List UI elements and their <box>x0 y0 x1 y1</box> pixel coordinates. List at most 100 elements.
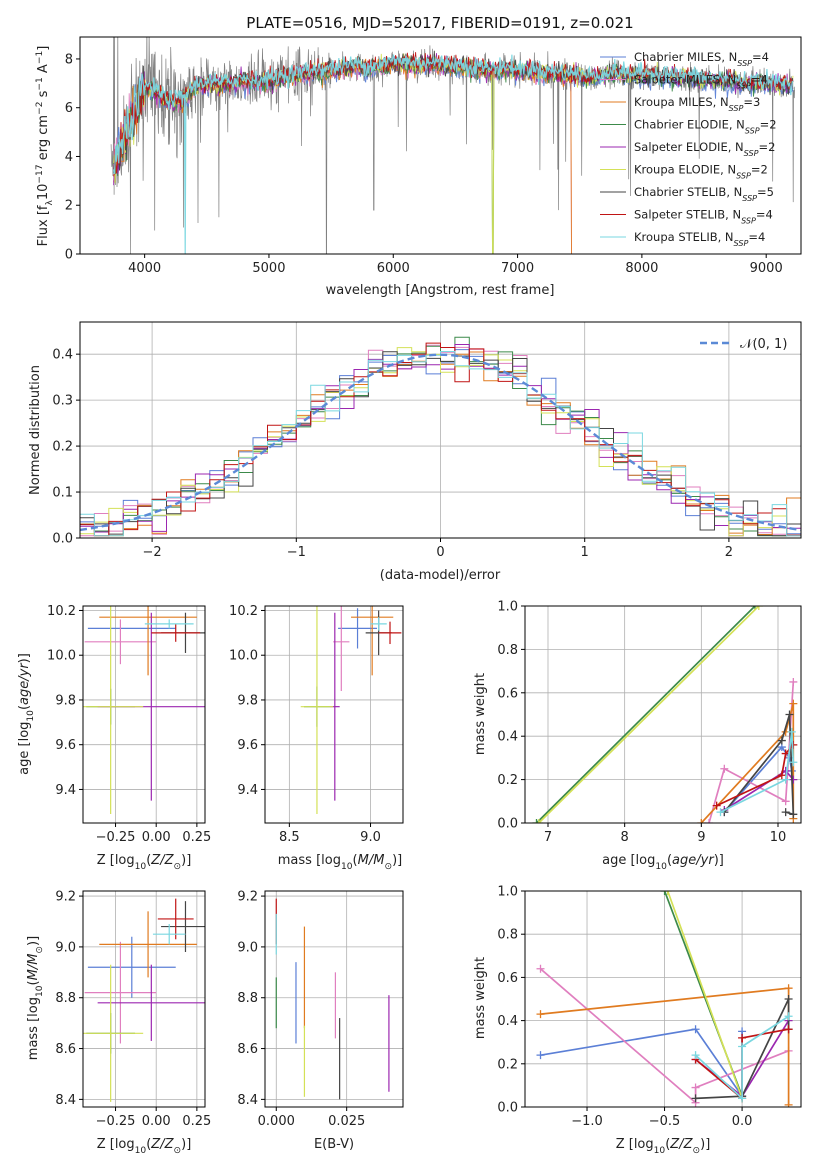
spectrum-axes: 4000 5000 6000 7000 8000 9000 0 2 4 6 8 Chabrier MI… <box>65 36 802 276</box>
x-tick-label: 6000 <box>377 261 410 276</box>
legend-entry-7: Salpeter STELIB, NSSP=4 <box>634 208 773 226</box>
histogram-axes: −2 −1 0 1 2 0.0 0.1 0.2 0.3 0.4 𝒩(0, 1) <box>52 321 802 560</box>
y-tick-label: 8.6 <box>237 1042 258 1057</box>
mass-z-axes: −0.25 0.00 0.25 8.4 8.6 8.8 9.0 9.2 <box>55 890 211 1129</box>
weight-z-line-0 <box>540 1028 743 1099</box>
weight-age-marker-6-4 <box>781 808 790 817</box>
legend-entry-4: Salpeter ELODIE, NSSP=2 <box>634 140 775 158</box>
x-tick-label: 0.25 <box>182 1114 211 1129</box>
y-tick-label: 8.8 <box>237 991 258 1006</box>
legend-entry-1: Salpeter MILES, NSSP=4 <box>634 73 768 91</box>
y-tick-label: 4 <box>65 150 73 165</box>
x-tick-label: 0.00 <box>142 1114 171 1129</box>
y-tick-label: 9.0 <box>55 940 76 955</box>
weight-z-marker-1-0 <box>536 964 545 973</box>
weight-z-line-5 <box>666 891 743 1099</box>
y-tick-label: 0.1 <box>52 486 73 501</box>
y-axis-label: age [log10(age/yr)] <box>17 653 36 775</box>
weight-z-marker-0-0 <box>536 1051 545 1060</box>
x-axis-label: (data-model)/error <box>380 568 501 583</box>
weight-age-axes-frame <box>524 605 802 824</box>
weight-age-marker-1-3 <box>789 677 798 686</box>
weight-age-marker-4-2 <box>789 775 798 784</box>
y-tick-label: 10.0 <box>229 649 258 664</box>
y-tick-label: 8.4 <box>55 1093 76 1108</box>
spectrum-axes-frame <box>79 36 802 255</box>
age-z-axes: −0.25 0.00 0.25 9.4 9.6 9.8 10.0 10.2 <box>47 604 211 845</box>
weight-age-axes: 7 8 9 10 0.0 0.2 0.4 0.6 0.8 1.0 <box>497 600 802 845</box>
x-tick-label: 9 <box>697 830 705 845</box>
x-tick-label: 0.025 <box>328 1114 365 1129</box>
weight-z-marker-8-3 <box>784 1012 793 1021</box>
spectrum-axes-plot <box>110 37 796 254</box>
age-mass-axes-plot <box>300 606 402 815</box>
x-tick-label: 9000 <box>750 261 783 276</box>
age-z-axes-grid <box>83 606 205 823</box>
y-tick-label: 10.2 <box>47 604 76 619</box>
weight-age-marker-8-0 <box>716 808 725 817</box>
weight-age-marker-1-1 <box>720 764 729 773</box>
x-tick-label: −0.25 <box>96 830 136 845</box>
x-tick-label: 7 <box>544 830 552 845</box>
x-tick-label: 0 <box>436 545 444 560</box>
x-tick-label: −1.0 <box>571 1114 603 1129</box>
weight-age-line-1 <box>708 681 795 823</box>
weight-age-marker-8-2 <box>787 727 796 736</box>
y-tick-label: 0.8 <box>497 928 518 943</box>
weight-z-axes: −1.0 −0.5 0.0 0.0 0.2 0.4 0.6 0.8 1.0 <box>497 885 802 1129</box>
y-tick-label: 0.4 <box>52 348 73 363</box>
y-tick-label: 10.0 <box>47 649 76 664</box>
legend-entry-5: Kroupa ELODIE, NSSP=2 <box>634 163 768 181</box>
y-axis-label: mass [log10(M/M⊙)] <box>26 936 45 1060</box>
x-tick-label: 7000 <box>501 261 534 276</box>
weight-age-marker-2-2 <box>789 699 798 708</box>
chart-title: PLATE=0516, MJD=52017, FIBERID=0191, z=0… <box>246 14 633 32</box>
y-tick-label: 0.0 <box>497 1101 518 1116</box>
weight-z-axes-frame <box>524 890 802 1108</box>
y-tick-label: 8.4 <box>237 1093 258 1108</box>
weight-age-marker-7-1 <box>777 771 786 780</box>
mass-z-axes-plot <box>83 898 205 1102</box>
x-tick-label: 8000 <box>625 261 658 276</box>
y-tick-label: 8 <box>65 52 73 67</box>
x-tick-label: 0.0 <box>732 1114 753 1129</box>
weight-age-marker-7-0 <box>712 801 721 810</box>
weight-age-marker-3-0 <box>532 819 541 823</box>
weight-z-marker-8-2 <box>738 1042 747 1051</box>
weight-age-marker-8-1 <box>781 775 790 784</box>
weight-age-marker-2-0 <box>697 819 706 823</box>
y-axis-label: Flux [fλ10−17 erg cm−2 s−1 A−1] <box>35 46 55 247</box>
x-axis-label: Z [log10(Z/Z⊙)] <box>97 853 192 872</box>
x-axis-label: age [log10(age/yr)] <box>602 853 724 872</box>
legend-entry-3: Chabrier ELODIE, NSSP=2 <box>634 118 777 136</box>
weight-z-marker-5-0 <box>663 891 672 895</box>
x-tick-label: 5000 <box>252 261 285 276</box>
y-tick-label: 0.6 <box>497 686 518 701</box>
y-tick-label: 0.6 <box>497 971 518 986</box>
weight-age-line-8 <box>720 731 795 813</box>
x-tick-label: −2 <box>143 545 162 560</box>
y-axis-label: mass weight <box>473 957 488 1039</box>
x-tick-label: 0.25 <box>182 830 211 845</box>
y-axis-label: Normed distribution <box>28 365 43 495</box>
weight-age-marker-8-3 <box>789 758 798 767</box>
weight-age-axes-plot <box>532 606 798 823</box>
y-tick-label: 9.2 <box>237 890 258 905</box>
mass-z-axes-frame <box>82 890 206 1108</box>
y-tick-label: 6 <box>65 101 73 116</box>
legend-entry-0: Chabrier MILES, NSSP=4 <box>634 50 769 68</box>
x-tick-label: 0.00 <box>142 830 171 845</box>
weight-z-marker-1-2 <box>691 1083 700 1092</box>
weight-age-marker-6-2 <box>785 710 794 719</box>
x-axis-label: wavelength [Angstrom, rest frame] <box>326 283 555 298</box>
legend-entry-2: Kroupa MILES, NSSP=3 <box>634 95 760 113</box>
weight-z-marker-6-0 <box>691 1094 700 1103</box>
legend-entry-8: Kroupa STELIB, NSSP=4 <box>634 230 765 248</box>
weight-age-marker-5-0 <box>534 819 543 823</box>
x-tick-label: 9.0 <box>360 830 381 845</box>
age-mass-axes-frame <box>264 605 404 824</box>
model-line-1 <box>113 57 572 254</box>
weight-z-line-8 <box>695 1015 790 1101</box>
y-tick-label: 10.2 <box>229 604 258 619</box>
mass-z-axes-grid <box>83 891 205 1107</box>
